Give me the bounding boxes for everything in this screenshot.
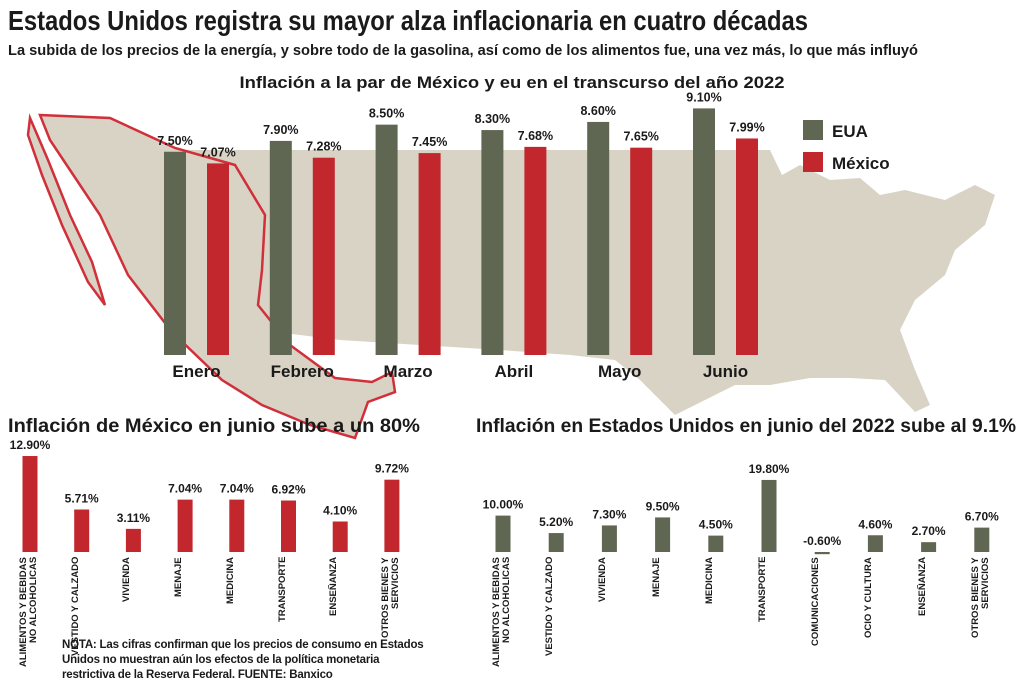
value-label: -0.60%	[803, 534, 841, 548]
bar	[601, 525, 617, 552]
x-tick-label: TRANSPORTE	[757, 557, 768, 623]
x-tick-label: OTROS BIENES Y SERVICIOS	[379, 557, 401, 638]
x-tick-label: VESTIDO Y CALZADO	[544, 557, 556, 657]
x-tick-label: MEDICINA	[224, 557, 236, 604]
bar	[281, 500, 296, 552]
value-label: 7.90%	[263, 123, 298, 137]
x-tick-label: VIVIENDA	[597, 557, 609, 602]
bar	[332, 521, 348, 552]
bar	[269, 140, 292, 355]
x-tick-label: VESTIDO Y CALZADO	[69, 557, 81, 657]
value-label: 7.28%	[306, 140, 341, 154]
x-tick-label: Marzo	[384, 362, 433, 381]
bar	[761, 479, 777, 552]
value-label: 7.65%	[623, 130, 658, 144]
x-tick-label: MEDICINA	[703, 557, 715, 604]
bar	[481, 130, 504, 355]
x-tick-label: ALIMENTOS Y BEBIDAS NO ALCOHOLICAS	[491, 557, 512, 667]
x-tick-label: MENAJE	[650, 557, 662, 597]
bar	[495, 515, 511, 552]
value-label: 7.50%	[157, 134, 192, 148]
value-label: 5.20%	[539, 515, 573, 529]
value-label: 8.50%	[369, 107, 404, 121]
x-tick-label: MENAJE	[173, 557, 185, 597]
value-label: 10.00%	[483, 498, 524, 512]
bar	[22, 456, 38, 552]
x-tick-label: Enero	[172, 362, 220, 381]
bar	[375, 124, 398, 356]
value-label: 9.50%	[646, 499, 680, 513]
bar	[312, 157, 335, 355]
bar	[177, 499, 193, 552]
bar	[207, 163, 229, 355]
bar	[867, 535, 883, 552]
bar	[708, 535, 724, 552]
bar	[921, 542, 937, 552]
bar	[125, 528, 141, 552]
bar	[974, 527, 990, 552]
page-subtitle: La subida de los precios de la energía, …	[8, 43, 918, 59]
bar	[74, 509, 90, 552]
value-label: 7.04%	[168, 482, 202, 496]
bar	[630, 147, 653, 355]
legend-label: EUA	[832, 122, 868, 141]
value-label: 7.99%	[729, 120, 764, 134]
usa-map	[150, 150, 995, 415]
x-tick-label: Junio	[703, 362, 748, 381]
page-title: Estados Unidos registra su mayor alza in…	[8, 5, 808, 36]
value-label: 3.11%	[117, 511, 151, 525]
x-tick-label: Abril	[495, 362, 534, 381]
value-label: 7.30%	[592, 507, 626, 521]
x-tick-label: VIVIENDA	[121, 557, 133, 602]
value-label: 7.68%	[518, 129, 553, 143]
value-label: 4.10%	[323, 503, 357, 517]
value-label: 5.71%	[65, 492, 99, 506]
bar	[814, 552, 830, 555]
bar	[587, 121, 610, 355]
x-tick-label: ENSEÑANZA	[916, 557, 928, 617]
value-label: 6.70%	[965, 510, 999, 524]
x-tick-label: ALIMENTOS Y BEBIDAS NO ALCOHOLICAS	[18, 557, 39, 667]
chart-title: Inflación de México en junio sube a un 8…	[8, 416, 420, 437]
value-label: 8.30%	[475, 112, 510, 126]
legend-swatch	[803, 152, 823, 172]
baja-california-map	[26, 113, 107, 306]
legend-label: México	[832, 154, 890, 173]
bar	[736, 138, 758, 355]
bar	[418, 153, 441, 355]
value-label: 4.60%	[858, 517, 892, 531]
value-label: 2.70%	[912, 524, 946, 538]
value-label: 7.07%	[200, 145, 235, 159]
bar	[655, 517, 671, 552]
bar	[384, 479, 400, 552]
value-label: 7.04%	[220, 482, 254, 496]
value-label: 9.10%	[686, 90, 721, 104]
x-tick-label: ENSEÑANZA	[328, 557, 340, 617]
bar	[548, 533, 564, 552]
value-label: 4.50%	[699, 518, 733, 532]
x-tick-label: Mayo	[598, 362, 641, 381]
x-tick-label: TRANSPORTE	[276, 557, 288, 623]
legend-swatch	[803, 120, 823, 140]
note: NOTA: Las cifras confirman que los preci…	[62, 639, 424, 681]
value-label: 19.80%	[749, 462, 790, 476]
value-label: 12.90%	[10, 438, 51, 452]
value-label: 9.72%	[375, 462, 409, 476]
bar	[524, 146, 547, 355]
value-label: 6.92%	[271, 483, 305, 497]
bar	[164, 151, 186, 355]
value-label: 8.60%	[580, 104, 615, 118]
bar	[229, 499, 245, 552]
bar	[693, 108, 715, 355]
x-tick-label: OTROS BIENES Y SERVICIOS	[969, 557, 991, 638]
x-tick-label: Febrero	[271, 362, 334, 381]
chart-title: Inflación en Estados Unidos en junio del…	[476, 416, 1016, 437]
value-label: 7.45%	[412, 135, 447, 149]
x-tick-label: COMUNICACIONES	[810, 557, 822, 646]
chart-title: Inflación a la par de México y eu en el …	[240, 73, 785, 92]
x-tick-label: OCIO Y CULTURA	[863, 557, 875, 638]
